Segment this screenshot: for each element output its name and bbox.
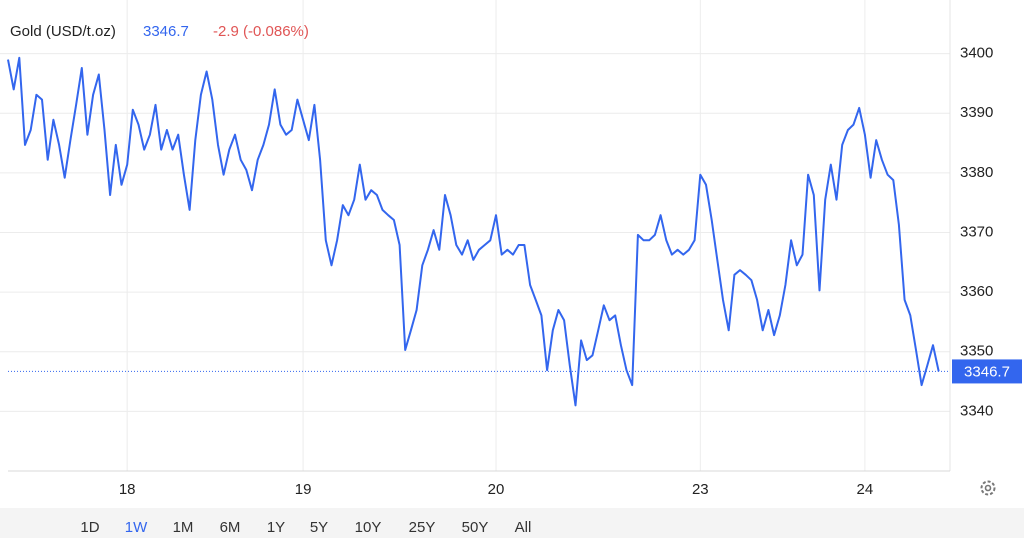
y-tick-label: 3400 — [960, 45, 993, 62]
overlay: 3340 3350 3360 3370 3380 3390 3400 18 19 20 23 24 33… — [7, 45, 1022, 536]
range-button[interactable]: 1D — [80, 519, 99, 536]
price-line — [7, 56, 940, 407]
y-tick-label: 3350 — [960, 343, 993, 360]
x-tick-label: 23 — [692, 481, 709, 498]
y-tick-label: 3360 — [960, 283, 993, 300]
range-button[interactable]: 1W — [125, 519, 148, 536]
range-button[interactable]: 50Y — [462, 519, 489, 536]
price-change: -2.9 (-0.086%) — [213, 23, 309, 40]
range-button[interactable]: 1M — [173, 519, 194, 536]
x-tick-label: 24 — [857, 481, 874, 498]
y-tick-label: 3340 — [960, 402, 993, 419]
range-button[interactable]: 10Y — [355, 519, 382, 536]
chart-title: Gold (USD/t.oz) — [10, 23, 116, 40]
range-button[interactable]: 5Y — [310, 519, 328, 536]
y-tick-label: 3380 — [960, 164, 993, 181]
range-button[interactable]: All — [515, 519, 532, 536]
price-tag — [952, 359, 1022, 384]
x-tick-label: 19 — [295, 481, 312, 498]
y-tick-label: 3390 — [960, 104, 993, 121]
settings-icon[interactable] — [980, 480, 996, 496]
range-button[interactable]: 25Y — [409, 519, 436, 536]
range-bar — [0, 508, 1024, 538]
range-button[interactable]: 6M — [220, 519, 241, 536]
last-price: 3346.7 — [143, 23, 189, 40]
x-tick-label: 18 — [119, 481, 136, 498]
x-tick-label: 20 — [488, 481, 505, 498]
price-tag-label: 3346.7 — [964, 363, 1010, 380]
y-tick-label: 3370 — [960, 223, 993, 240]
range-button[interactable]: 1Y — [267, 519, 285, 536]
